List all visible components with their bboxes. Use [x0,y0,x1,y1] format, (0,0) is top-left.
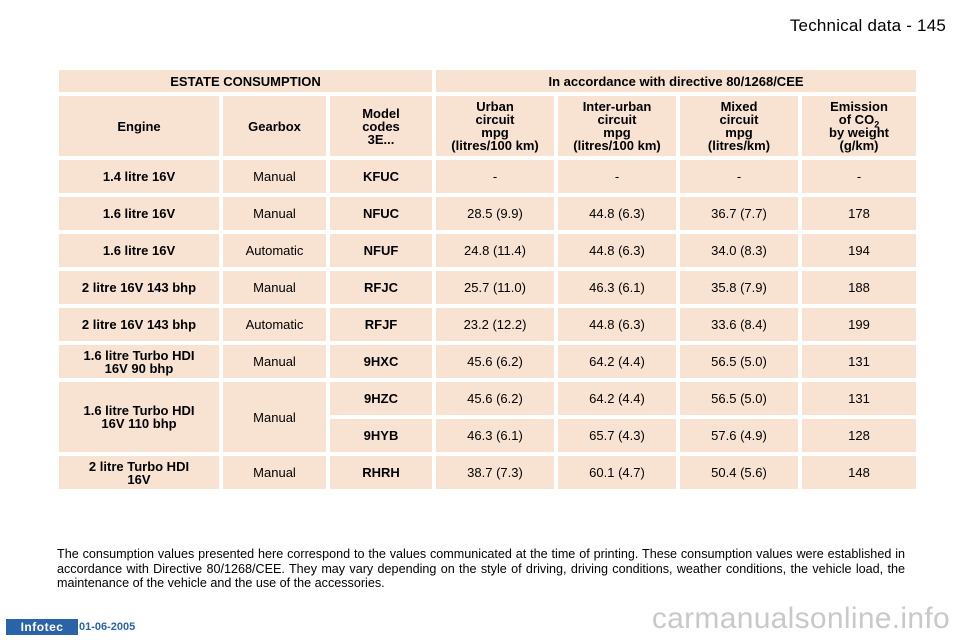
table-row: 2 litre Turbo HDI 16V Manual RHRH 38.7 (7… [59,456,916,489]
consumption-table: ESTATE CONSUMPTION In accordance with di… [55,66,920,493]
engine-cell: 2 litre 16V 143 bhp [59,271,219,304]
infotec-logo: Infotec [6,619,78,635]
mixed-cell: 33.6 (8.4) [680,308,798,341]
co2-cell: 128 [802,419,916,452]
co2-cell: 131 [802,382,916,415]
print-date: 01-06-2005 [79,621,136,633]
model-code-cell: NFUC [330,197,432,230]
co2-cell: 188 [802,271,916,304]
urban-cell: 28.5 (9.9) [436,197,554,230]
col-model-codes: Model codes 3E... [330,96,432,156]
co2-cell: 178 [802,197,916,230]
engine-cell: 1.6 litre 16V [59,197,219,230]
site-watermark: carmanualsonline.info [651,602,950,635]
mixed-cell: 35.8 (7.9) [680,271,798,304]
inter-urban-cell: - [558,160,676,193]
gearbox-cell: Manual [223,382,326,452]
col-engine: Engine [59,96,219,156]
gearbox-cell: Manual [223,197,326,230]
inter-urban-cell: 44.8 (6.3) [558,308,676,341]
gearbox-cell: Manual [223,456,326,489]
table-row: 2 litre 16V 143 bhp Automatic RFJF 23.2 … [59,308,916,341]
engine-cell: 1.6 litre Turbo HDI 16V 110 bhp [59,382,219,452]
col-gearbox: Gearbox [223,96,326,156]
gearbox-cell: Manual [223,160,326,193]
model-code-cell: 9HXC [330,345,432,378]
co2-cell: 194 [802,234,916,267]
inter-urban-cell: 64.2 (4.4) [558,382,676,415]
inter-urban-cell: 46.3 (6.1) [558,271,676,304]
inter-urban-cell: 65.7 (4.3) [558,419,676,452]
col-emission: Emission of CO2 by weight (g/km) [802,96,916,156]
model-code-cell: RFJF [330,308,432,341]
engine-cell: 2 litre 16V 143 bhp [59,308,219,341]
urban-cell: 24.8 (11.4) [436,234,554,267]
inter-urban-cell: 60.1 (4.7) [558,456,676,489]
gearbox-cell: Automatic [223,234,326,267]
inter-urban-cell: 44.8 (6.3) [558,234,676,267]
model-code-cell: 9HZC [330,382,432,415]
urban-cell: - [436,160,554,193]
co2-cell: 131 [802,345,916,378]
engine-cell: 2 litre Turbo HDI 16V [59,456,219,489]
engine-cell: 1.4 litre 16V [59,160,219,193]
mixed-cell: 56.5 (5.0) [680,345,798,378]
urban-cell: 46.3 (6.1) [436,419,554,452]
engine-cell: 1.6 litre 16V [59,234,219,267]
col-mixed: Mixed circuit mpg (litres/km) [680,96,798,156]
model-code-cell: RFJC [330,271,432,304]
mixed-cell: 50.4 (5.6) [680,456,798,489]
urban-cell: 38.7 (7.3) [436,456,554,489]
model-code-cell: NFUF [330,234,432,267]
inter-urban-cell: 44.8 (6.3) [558,197,676,230]
co2-cell: 148 [802,456,916,489]
banner-title: ESTATE CONSUMPTION [59,70,432,92]
consumption-footnote: The consumption values presented here co… [57,547,905,590]
co2-cell: - [802,160,916,193]
mixed-cell: 56.5 (5.0) [680,382,798,415]
col-urban: Urban circuit mpg (litres/100 km) [436,96,554,156]
gearbox-cell: Manual [223,271,326,304]
table-banner-row: ESTATE CONSUMPTION In accordance with di… [59,70,916,92]
table-row: 2 litre 16V 143 bhp Manual RFJC 25.7 (11… [59,271,916,304]
inter-urban-cell: 64.2 (4.4) [558,345,676,378]
table-row: 1.6 litre Turbo HDI 16V 110 bhp Manual 9H… [59,382,916,452]
mixed-cell: - [680,160,798,193]
model-code-cell: KFUC [330,160,432,193]
model-code-cell: 9HYB [330,419,432,452]
mixed-cell: 57.6 (4.9) [680,419,798,452]
table-row: 1.6 litre 16V Automatic NFUF 24.8 (11.4)… [59,234,916,267]
model-code-cell: RHRH [330,456,432,489]
urban-cell: 25.7 (11.0) [436,271,554,304]
table-row: 9HYB 46.3 (6.1) 65.7 (4.3) 57.6 (4.9) 12… [59,419,916,452]
urban-cell: 45.6 (6.2) [436,382,554,415]
table-row: 1.6 litre Turbo HDI 16V 90 bhp Manual 9HX… [59,345,916,378]
banner-directive: In accordance with directive 80/1268/CEE [436,70,916,92]
mixed-cell: 36.7 (7.7) [680,197,798,230]
column-header-row: Engine Gearbox Model codes 3E... Urban c… [59,96,916,156]
gearbox-cell: Manual [223,345,326,378]
gearbox-cell: Automatic [223,308,326,341]
table-row: 1.4 litre 16V Manual KFUC - - - - [59,160,916,193]
table-row: 1.6 litre 16V Manual NFUC 28.5 (9.9) 44.… [59,197,916,230]
engine-cell: 1.6 litre Turbo HDI 16V 90 bhp [59,345,219,378]
urban-cell: 23.2 (12.2) [436,308,554,341]
mixed-cell: 34.0 (8.3) [680,234,798,267]
co2-cell: 199 [802,308,916,341]
urban-cell: 45.6 (6.2) [436,345,554,378]
page-title: Technical data - 145 [789,16,946,35]
col-inter-urban: Inter-urban circuit mpg (litres/100 km) [558,96,676,156]
